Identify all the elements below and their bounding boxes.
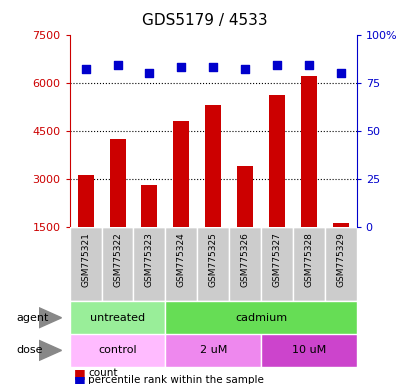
Point [114, 62, 121, 68]
Bar [165, 227, 197, 301]
Text: GSM775325: GSM775325 [208, 233, 217, 288]
Point [241, 66, 248, 72]
Text: percentile rank within the sample: percentile rank within the sample [88, 375, 263, 384]
Point [305, 62, 311, 68]
Bar [70, 227, 101, 301]
Polygon shape [39, 340, 61, 361]
Bar [133, 227, 165, 301]
Polygon shape [39, 308, 61, 328]
Bar [173, 121, 189, 227]
Bar [77, 175, 93, 227]
Bar [300, 76, 316, 227]
Text: GSM775321: GSM775321 [81, 233, 90, 288]
Bar [229, 227, 261, 301]
Bar [165, 301, 356, 334]
Text: GSM775328: GSM775328 [303, 233, 312, 288]
Bar [261, 334, 356, 367]
Point [209, 64, 216, 70]
Bar [332, 223, 348, 227]
Text: count: count [88, 368, 117, 378]
Text: GDS5179 / 4533: GDS5179 / 4533 [142, 13, 267, 28]
Text: control: control [98, 345, 137, 356]
Text: GSM775327: GSM775327 [272, 233, 281, 288]
Text: cadmium: cadmium [234, 313, 286, 323]
Bar [109, 139, 125, 227]
Text: GSM775329: GSM775329 [335, 233, 344, 288]
Bar [165, 334, 261, 367]
Bar [324, 227, 356, 301]
Text: ■: ■ [74, 367, 85, 380]
Bar [292, 227, 324, 301]
Text: GSM775322: GSM775322 [113, 233, 122, 287]
Bar [268, 95, 284, 227]
Text: 2 uM: 2 uM [199, 345, 226, 356]
Bar [141, 185, 157, 227]
Point [178, 64, 184, 70]
Bar [236, 166, 252, 227]
Text: agent: agent [16, 313, 49, 323]
Text: GSM775326: GSM775326 [240, 233, 249, 288]
Text: GSM775324: GSM775324 [176, 233, 185, 287]
Point [273, 62, 280, 68]
Text: untreated: untreated [90, 313, 145, 323]
Text: ■: ■ [74, 374, 85, 384]
Bar [205, 105, 220, 227]
Text: dose: dose [16, 345, 43, 356]
Point [82, 66, 89, 72]
Bar [197, 227, 229, 301]
Text: 10 uM: 10 uM [291, 345, 325, 356]
Text: GSM775323: GSM775323 [144, 233, 153, 288]
Bar [101, 227, 133, 301]
Point [337, 70, 343, 76]
Bar [70, 301, 165, 334]
Bar [261, 227, 292, 301]
Point [146, 70, 152, 76]
Bar [70, 334, 165, 367]
